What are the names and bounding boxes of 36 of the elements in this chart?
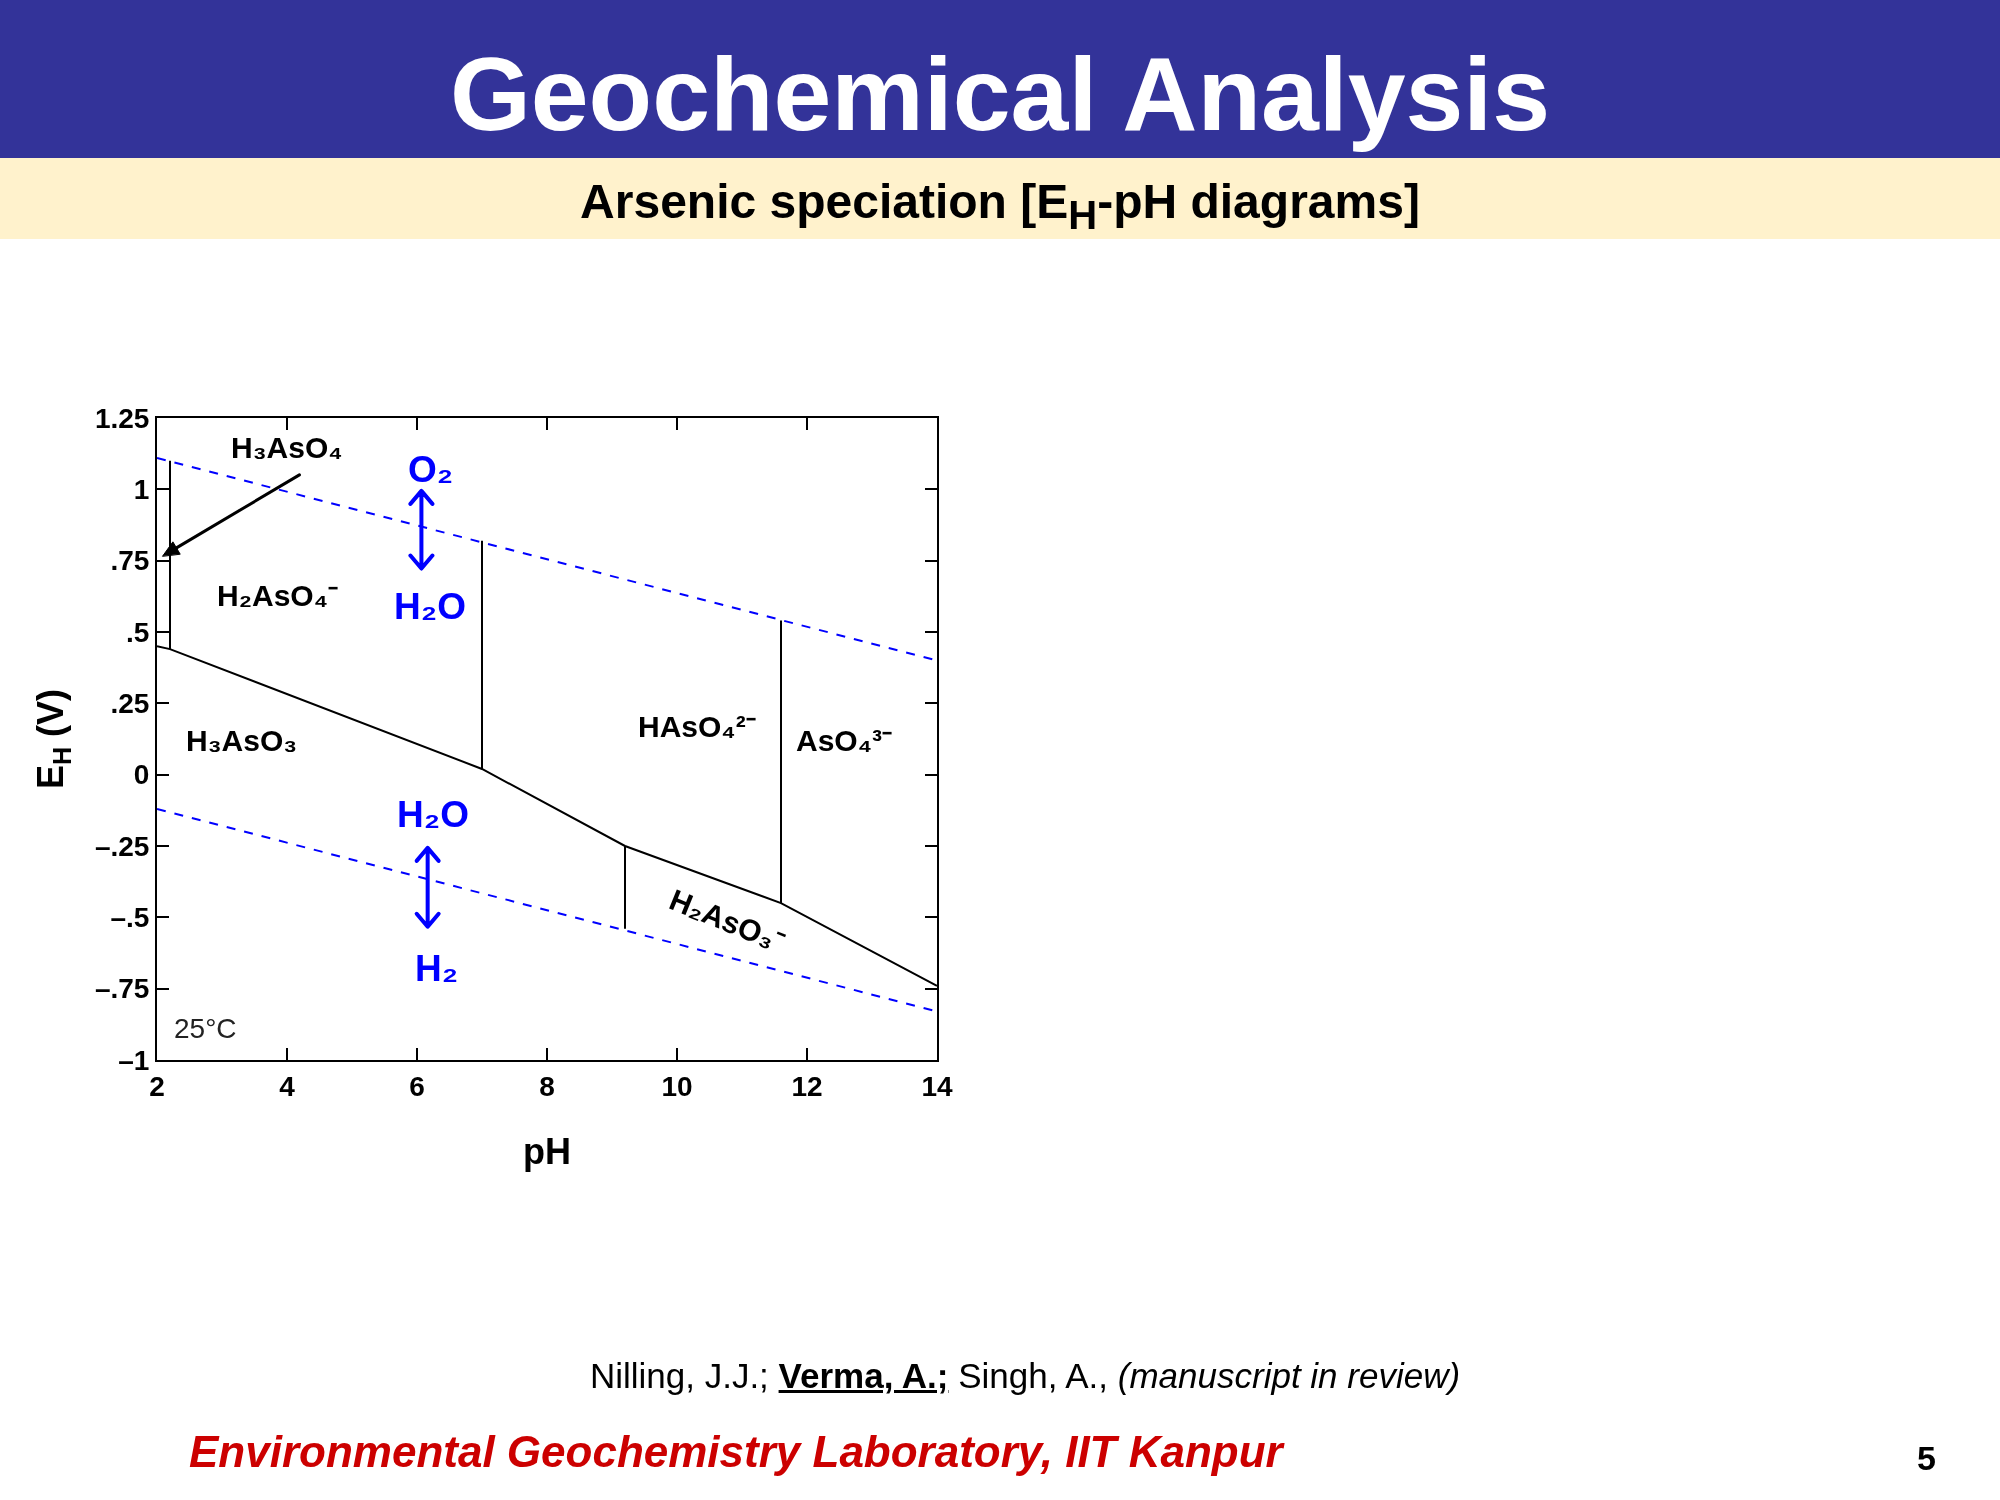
annotation: H₂AsO₄⁻ [217,579,338,612]
y-tick-label: –.5 [110,902,150,934]
x-tick-label: 14 [921,1070,953,1102]
annotation: H₃AsO₄ [231,431,343,464]
text: (manuscript in review) [1117,1356,1461,1395]
y-tick-label: –.75 [94,973,150,1005]
annotation: H₃AsO₃ [186,724,298,757]
x-tick-label: 8 [539,1070,555,1102]
x-tick-label: 2 [149,1070,165,1102]
x-tick-label: 12 [791,1070,823,1102]
annotation: O₂ [408,449,454,490]
text: Verma, A.; [778,1356,949,1395]
annotation: HAsO₄²⁻ [638,710,756,743]
annotation: H₂ [415,948,459,989]
text: Singh, A., [958,1356,1109,1395]
x-axis-title: pH [523,1130,571,1172]
text: Nilling, J.J.; [589,1356,769,1395]
annotation: H₂O [397,794,469,835]
annotation: 25°C [174,1013,237,1044]
y-tick-label: .5 [126,616,150,648]
annotation: AsO₄³⁻ [796,724,892,757]
chart-subtitle: Arsenic speciation [E$_{H}$-pH diagrams] [579,175,1421,237]
y-tick-label: 1 [133,474,150,506]
x-tick-label: 6 [409,1070,425,1102]
chart-title: Geochemical Analysis [448,36,1552,152]
y-tick-label: .25 [110,688,150,720]
text: 5 [1917,1439,1936,1477]
x-tick-label: 4 [279,1070,296,1102]
y-tick-label: .75 [110,545,150,577]
y-tick-label: –.25 [94,830,150,862]
annotation: H₂O [394,586,466,627]
x-tick-label: 10 [661,1070,693,1102]
y-tick-label: 1.25 [94,402,150,434]
y-tick-label: –1 [118,1044,150,1076]
y-tick-label: 0 [133,759,150,791]
text: Environmental Geochemistry Laboratory, IIT Kanpur [189,1427,1283,1476]
